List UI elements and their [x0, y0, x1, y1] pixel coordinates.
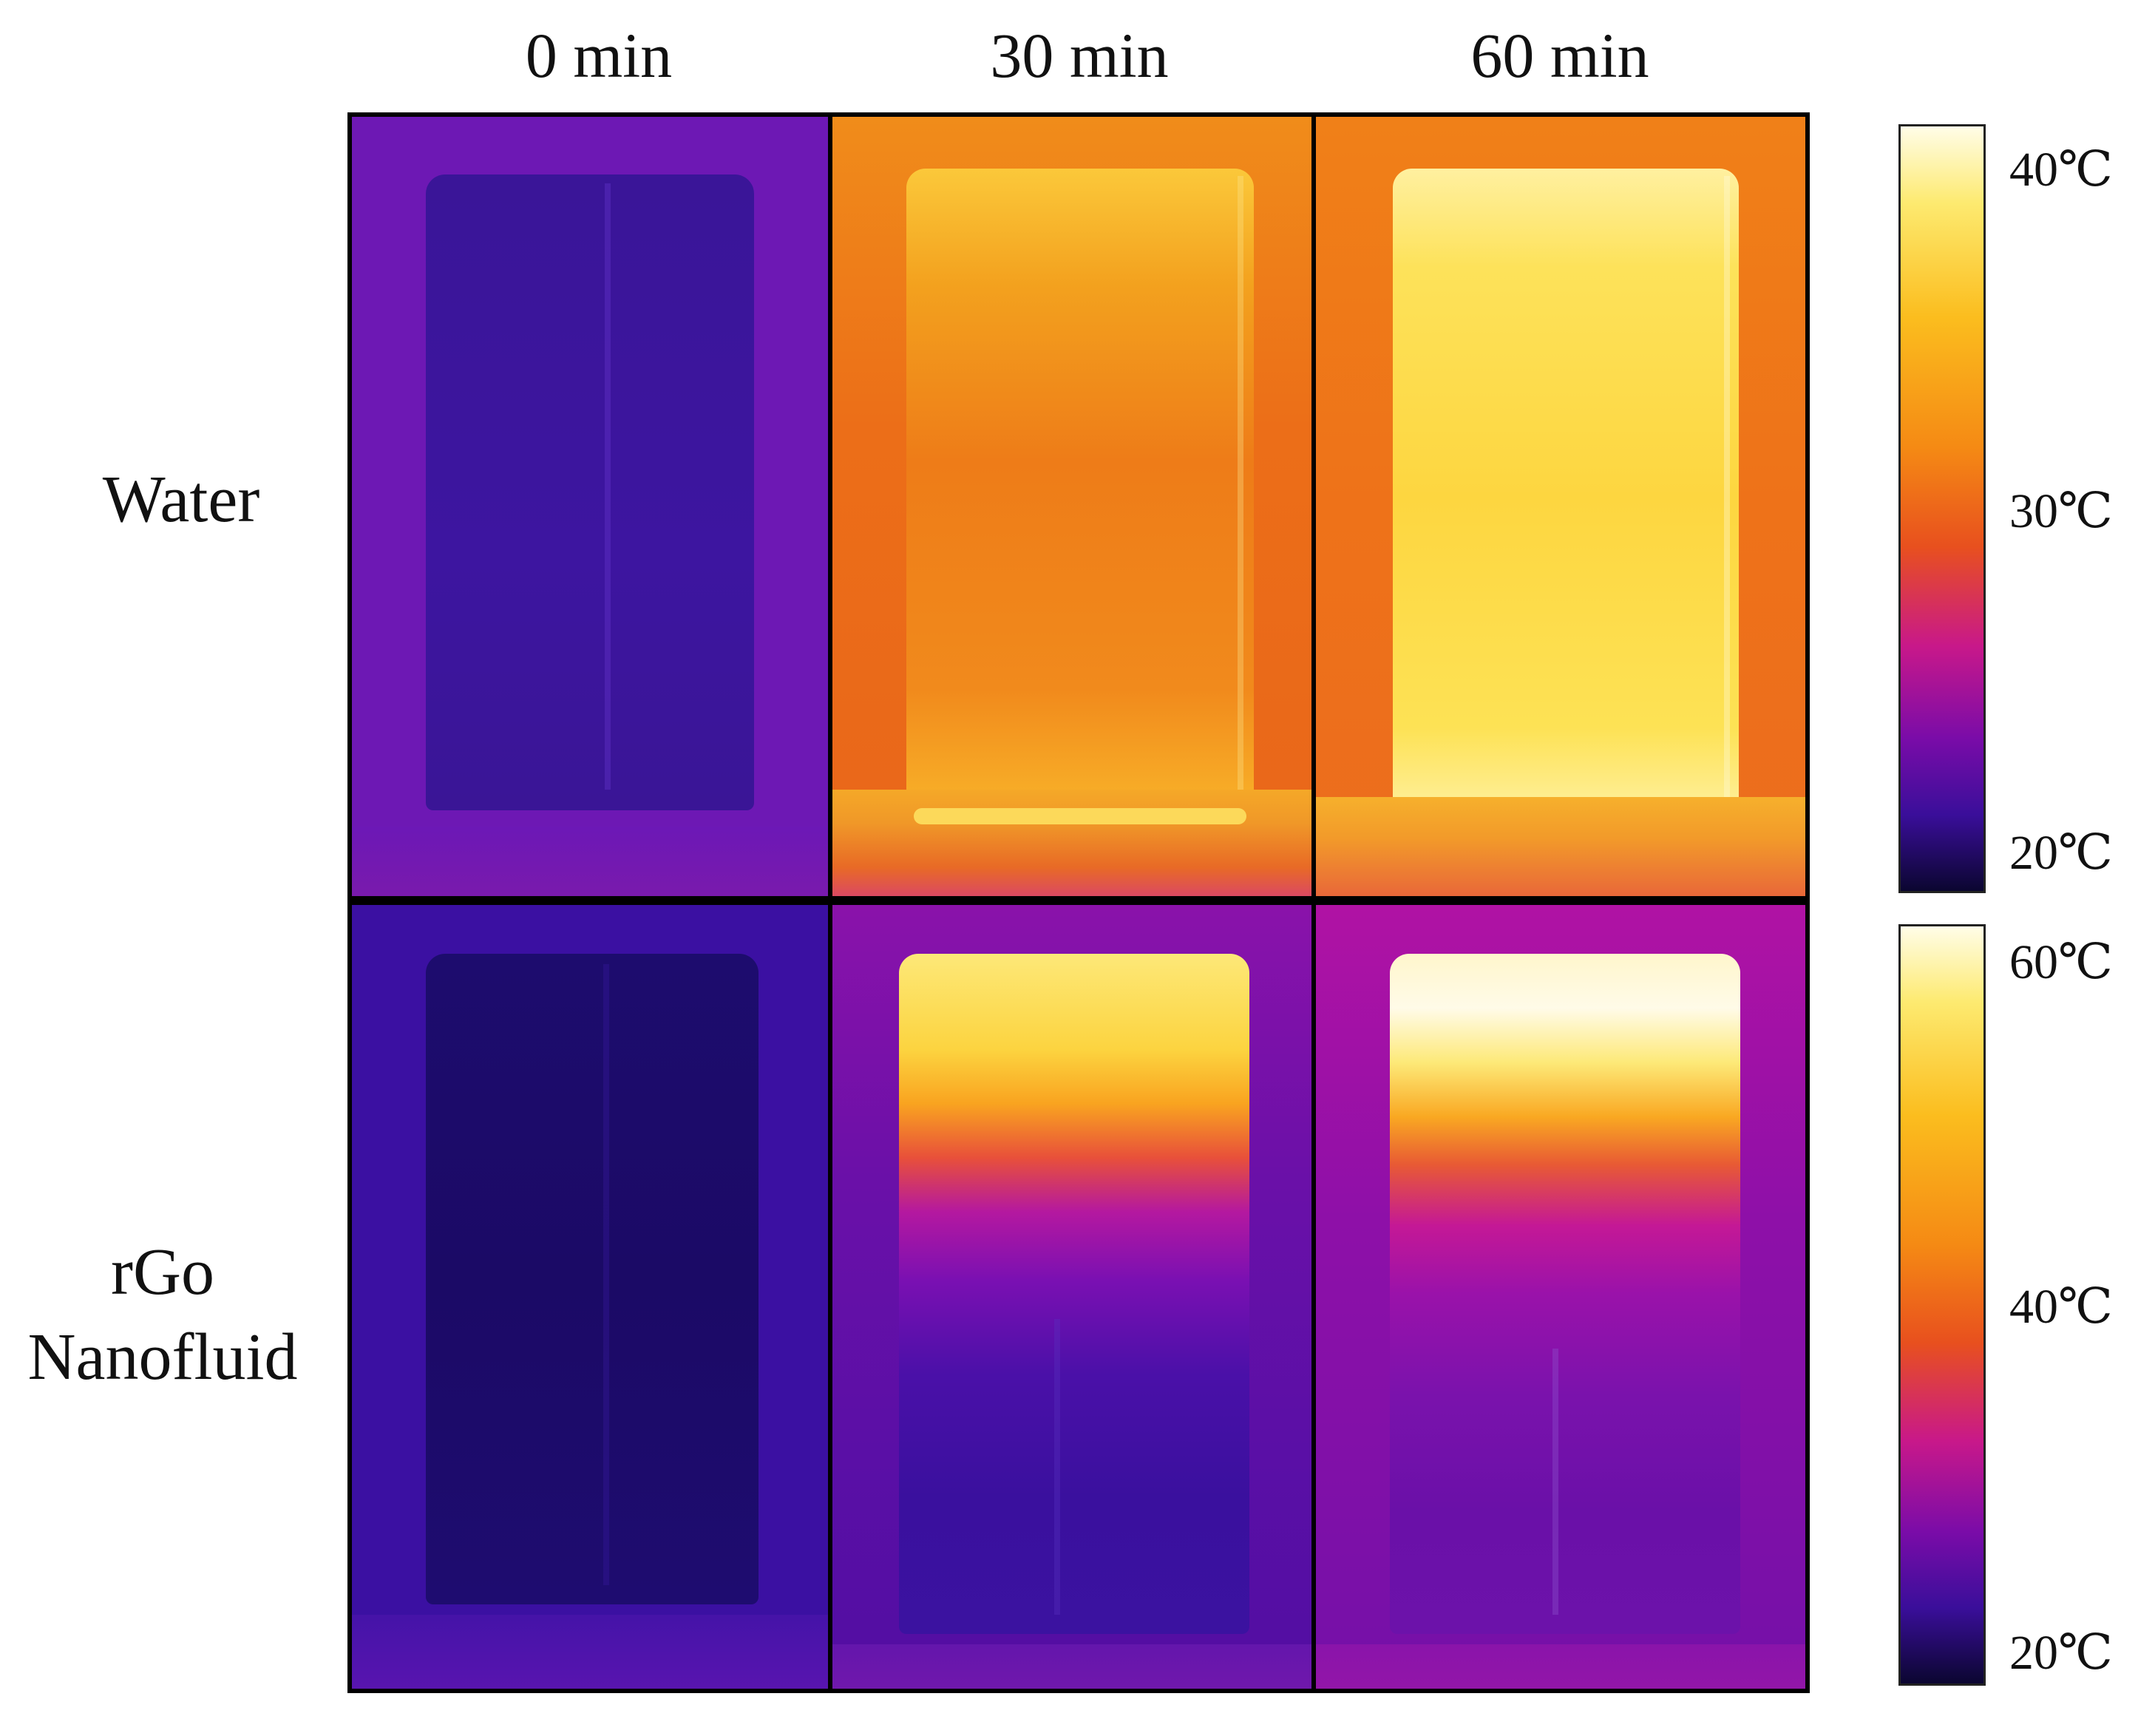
column-header-60min: 60 min [1470, 20, 1649, 91]
thermal-rgo-30min [828, 901, 1319, 1693]
thermal-water-0min [347, 112, 832, 901]
row-label-nanofluid: Nanofluid [27, 1320, 298, 1394]
beaker [1393, 169, 1739, 827]
beaker [899, 954, 1249, 1634]
row-label-water: Water [102, 463, 260, 536]
thermal-rgo-0min [347, 901, 832, 1693]
row-label-rgo: rGo [111, 1235, 214, 1309]
colorbar-rgo [1898, 924, 1986, 1686]
thermal-rgo-60min [1311, 901, 1810, 1693]
column-header-30min: 30 min [990, 20, 1169, 91]
thermal-water-60min [1311, 112, 1810, 901]
colorbar-water-mid-label: 30℃ [2009, 484, 2113, 538]
beaker [906, 169, 1254, 819]
colorbar-rgo-mid-label: 40℃ [2009, 1280, 2113, 1334]
thermal-image-grid [347, 112, 1810, 1693]
colorbar-water-min-label: 20℃ [2009, 826, 2113, 880]
thermal-water-30min [828, 112, 1319, 901]
colorbar-water [1898, 124, 1986, 893]
column-header-0min: 0 min [525, 20, 673, 91]
beaker [426, 174, 754, 810]
colorbar-water-max-label: 40℃ [2009, 143, 2113, 197]
colorbar-rgo-max-label: 60℃ [2009, 935, 2113, 989]
beaker [1390, 954, 1740, 1634]
beaker [426, 954, 759, 1604]
colorbar-rgo-min-label: 20℃ [2009, 1626, 2113, 1680]
